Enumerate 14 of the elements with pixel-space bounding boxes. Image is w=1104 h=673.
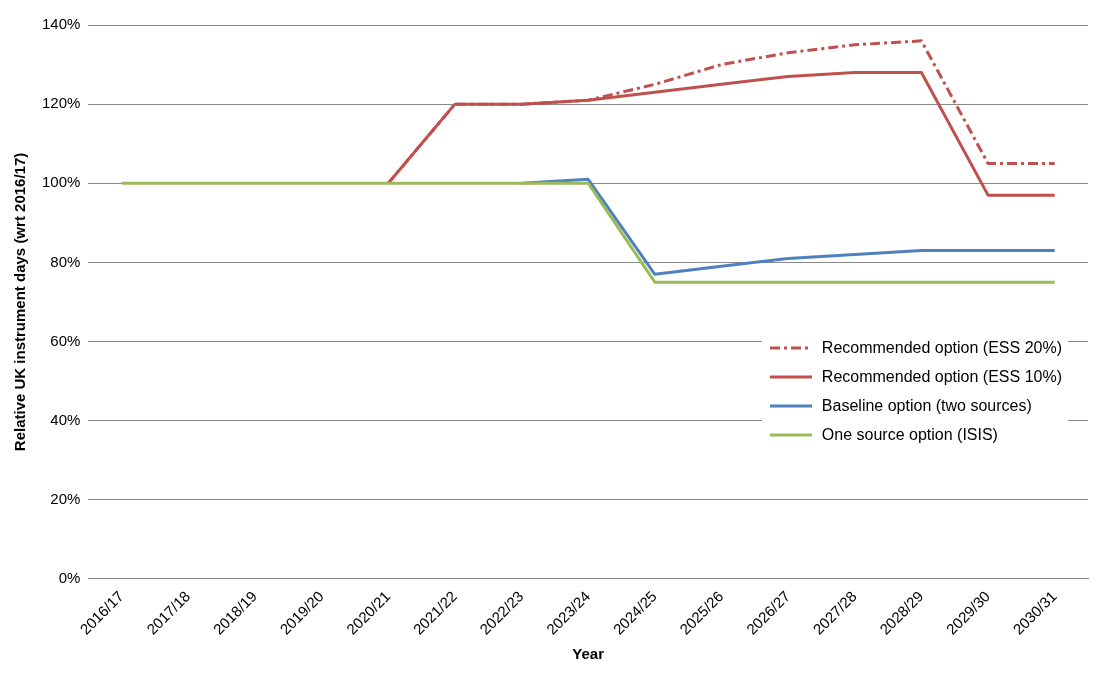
y-tick-label: 80% (50, 252, 81, 270)
y-tick-label: 140% (41, 15, 81, 33)
y-tick-label: 100% (41, 173, 81, 191)
y-tick-label: 40% (50, 410, 81, 428)
legend-label: Recommended option (ESS 10%) (821, 368, 1062, 387)
x-axis-title: Year (572, 645, 605, 663)
y-tick-label: 120% (41, 94, 81, 112)
y-tick-label: 20% (50, 489, 81, 507)
y-axis-title: Relative UK instrument days (wrt 2016/17) (11, 152, 29, 452)
legend-label: Recommended option (ESS 20%) (821, 339, 1062, 358)
y-tick-label: 0% (58, 569, 81, 587)
y-tick-label: 60% (50, 331, 81, 349)
legend-label: Baseline option (two sources) (821, 397, 1032, 416)
legend-label: One source option (ISIS) (821, 426, 998, 445)
